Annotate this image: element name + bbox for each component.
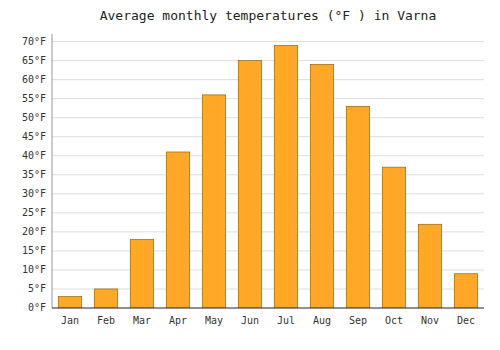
- bar: [382, 167, 405, 308]
- bar: [94, 289, 117, 308]
- y-tick-label: 20°F: [22, 226, 46, 237]
- x-tick-label: Jan: [61, 315, 79, 326]
- y-tick-label: 5°F: [28, 283, 46, 294]
- x-tick-label: Jul: [277, 315, 295, 326]
- bars: [58, 45, 477, 308]
- y-tick-label: 35°F: [22, 169, 46, 180]
- grid-line: [52, 174, 484, 175]
- x-tick-label: Aug: [313, 315, 331, 326]
- bar: [130, 240, 153, 309]
- bar: [274, 45, 297, 308]
- title: Average monthly temperatures (°F ) in Va…: [100, 8, 437, 23]
- x-tick-label: Apr: [169, 315, 187, 326]
- grid-line: [52, 193, 484, 194]
- x-tick-label: Dec: [457, 315, 475, 326]
- y-axis: 0°F 5°F 10°F 15°F 20°F 25°F 30°F 35°F 40°F 45°F 50…: [22, 34, 52, 313]
- grid-line: [52, 98, 484, 99]
- y-tick-label: 70°F: [22, 36, 46, 47]
- x-tick-label: May: [205, 315, 223, 326]
- grid: [52, 42, 484, 308]
- y-axis-line: [52, 34, 53, 308]
- bar: [346, 106, 369, 308]
- grid-line: [52, 155, 484, 156]
- y-tick-label: 40°F: [22, 150, 46, 161]
- chart: 0°F 5°F 10°F 15°F 20°F 25°F 30°F 35°F 40°F 45°F 50…: [0, 0, 500, 350]
- x-tick-label: Jun: [241, 315, 259, 326]
- x-tick-label: Nov: [421, 315, 439, 326]
- y-tick-label: 30°F: [22, 188, 46, 199]
- y-tick-label: 65°F: [22, 55, 46, 66]
- y-tick-label: 55°F: [22, 93, 46, 104]
- grid-line: [52, 60, 484, 61]
- bar: [166, 152, 189, 308]
- y-tick-label: 45°F: [22, 131, 46, 142]
- bar: [202, 95, 225, 308]
- grid-line: [52, 41, 484, 42]
- y-tick-label: 0°F: [28, 302, 46, 313]
- bar: [418, 224, 441, 308]
- y-tick-label: 50°F: [22, 112, 46, 123]
- bar: [454, 274, 477, 308]
- x-tick-label: Sep: [349, 315, 367, 326]
- grid-line: [52, 79, 484, 80]
- y-tick-label: 25°F: [22, 207, 46, 218]
- y-tick-label: 60°F: [22, 74, 46, 85]
- y-tick-label: 15°F: [22, 245, 46, 256]
- x-tick-label: Oct: [385, 315, 403, 326]
- grid-line: [52, 212, 484, 213]
- x-tick-label: Mar: [133, 315, 151, 326]
- grid-line: [52, 117, 484, 118]
- bar: [310, 64, 333, 308]
- x-axis-line: [52, 308, 484, 309]
- x-tick-label: Feb: [97, 315, 115, 326]
- bar: [58, 297, 81, 308]
- chart-container: 0°F 5°F 10°F 15°F 20°F 25°F 30°F 35°F 40°F 45°F 50…: [0, 0, 500, 350]
- x-axis: Jan Feb Mar Apr May Jun Jul Aug Sep Oct Nov Dec: [52, 308, 484, 326]
- grid-line: [52, 308, 484, 309]
- y-tick-label: 10°F: [22, 264, 46, 275]
- grid-line: [52, 136, 484, 137]
- bar: [238, 61, 261, 308]
